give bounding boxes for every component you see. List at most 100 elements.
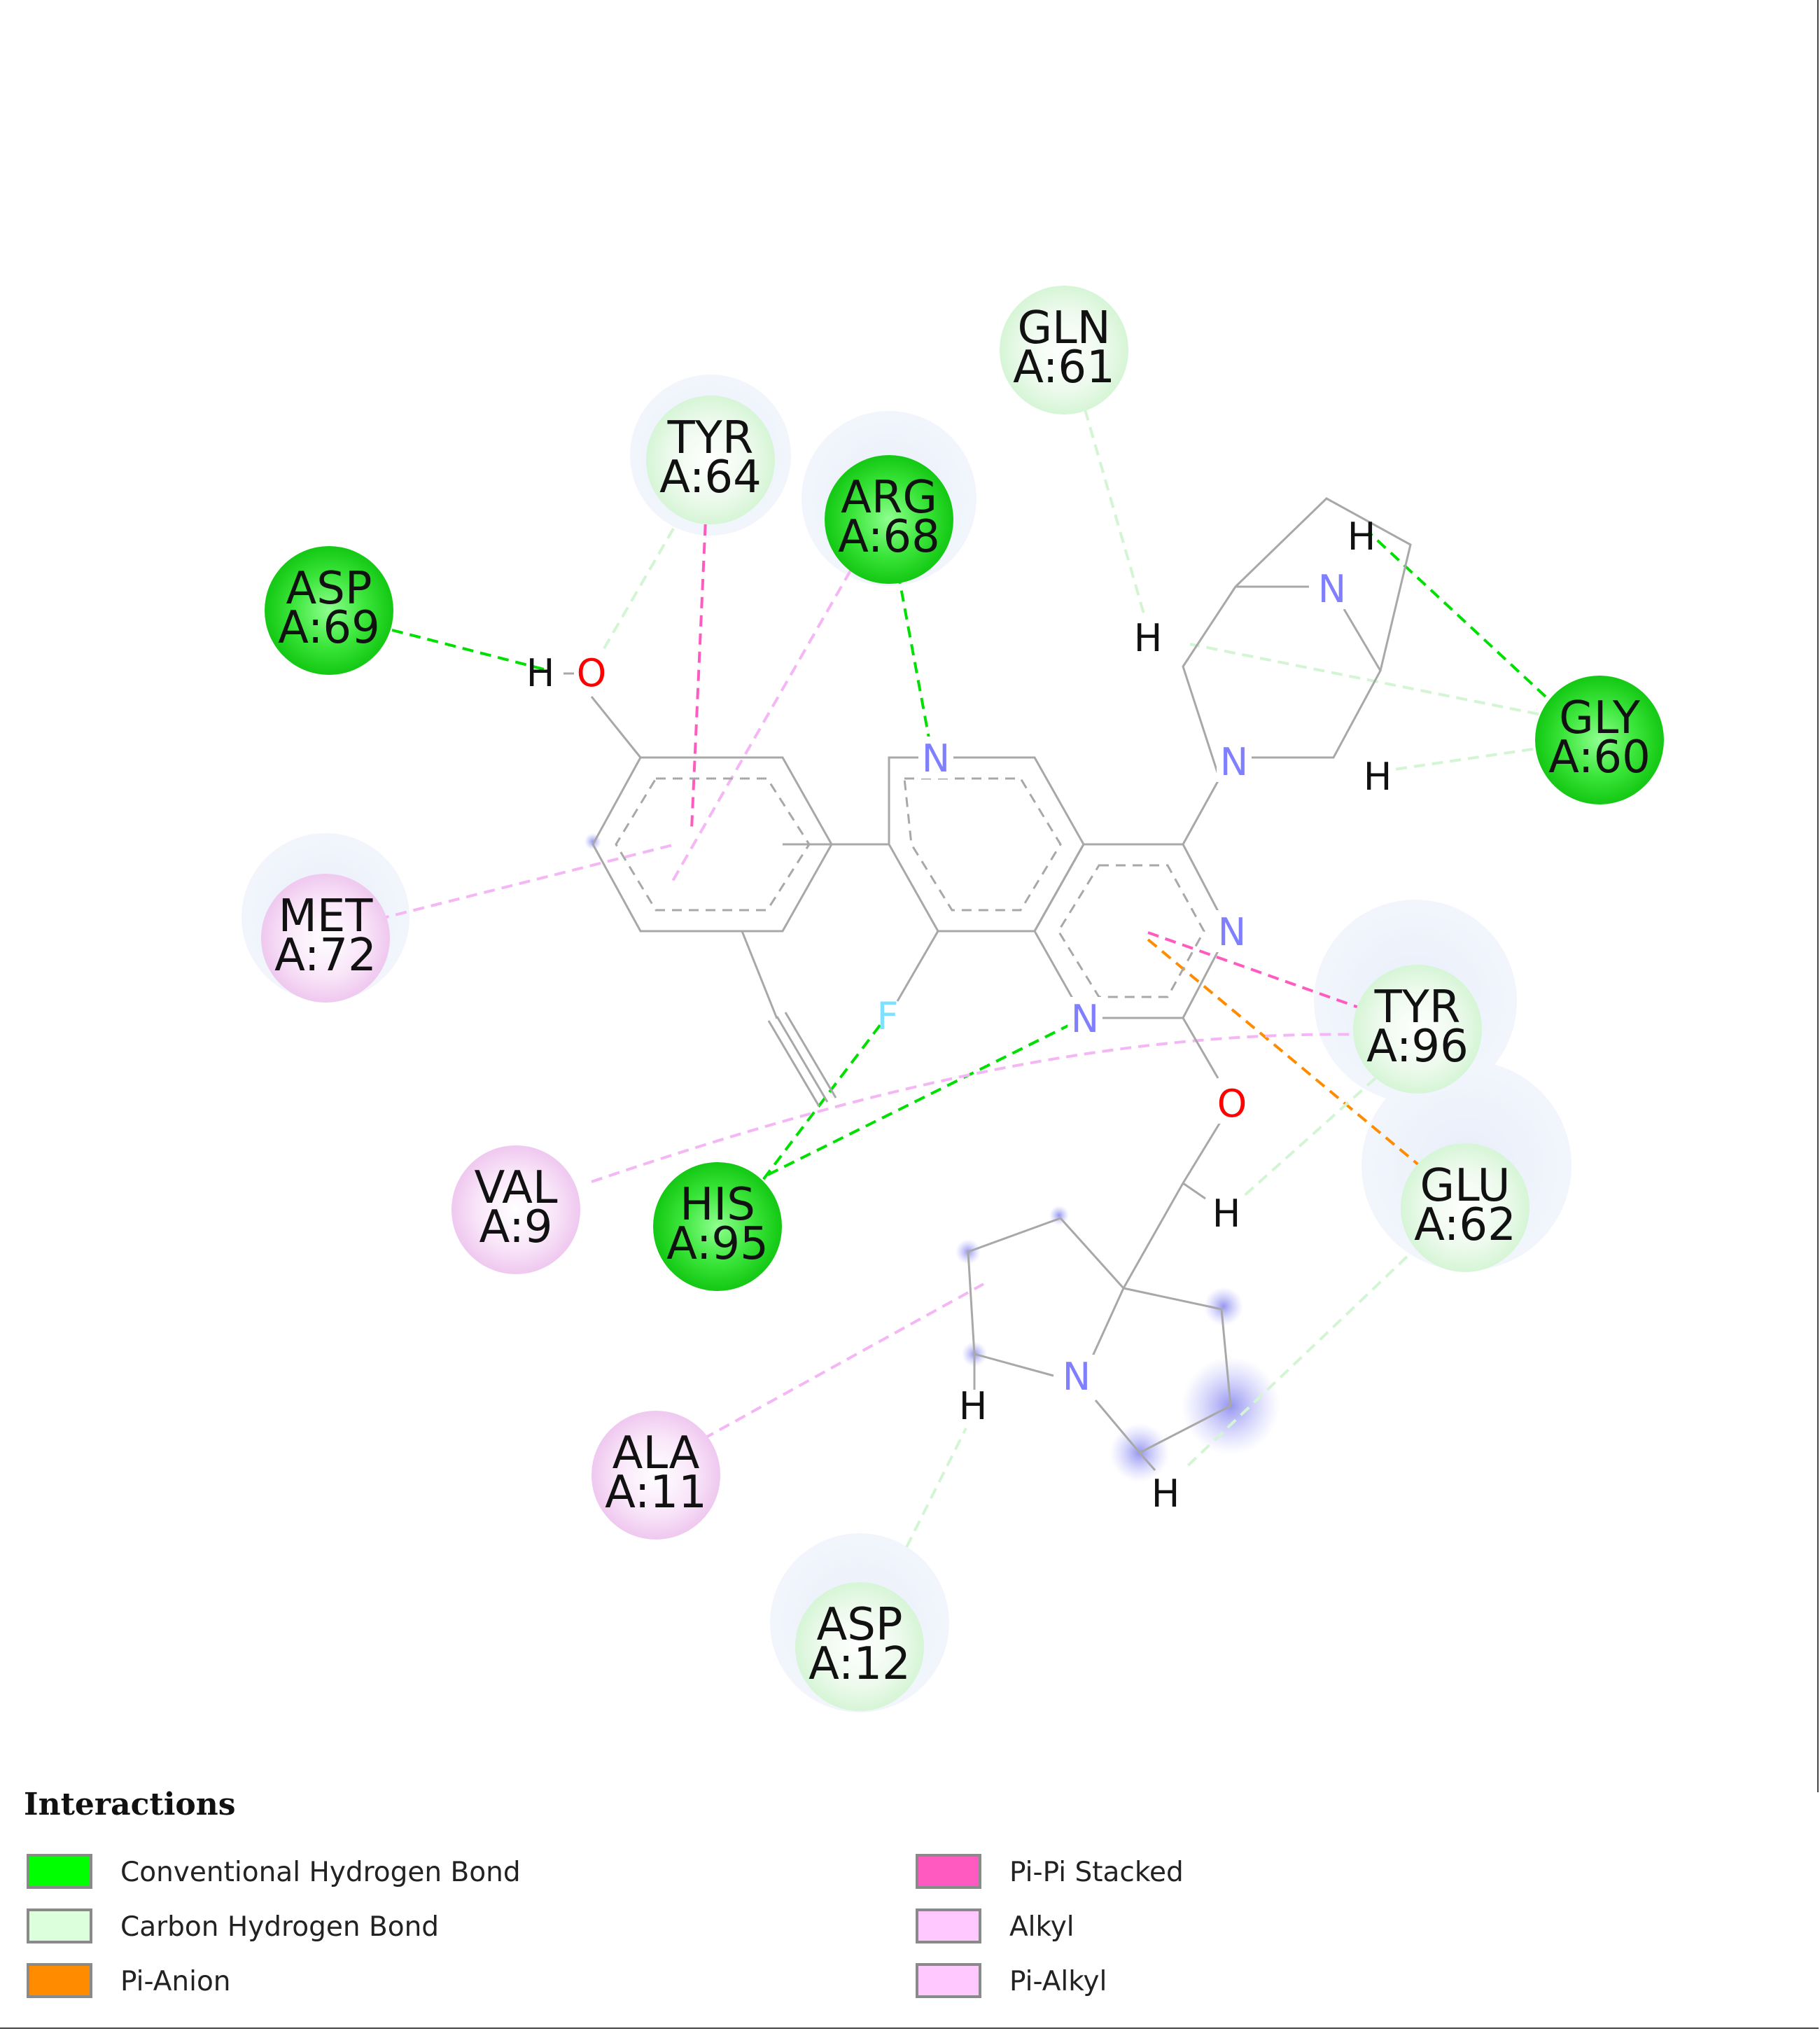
residue-name: ARG xyxy=(841,472,937,524)
atom-h-o1: H xyxy=(526,651,555,695)
atom-n-py: N xyxy=(922,737,950,781)
residue-his95[interactable]: HIS A:95 xyxy=(653,1162,782,1291)
int-tyr64 xyxy=(690,487,708,830)
legend-swatch xyxy=(27,1963,92,1998)
pyrrolizine-a xyxy=(967,1217,1125,1377)
int-tyr64-c xyxy=(597,527,675,659)
residue-number: A:96 xyxy=(1366,1021,1469,1073)
atom-n-pm2: N xyxy=(1071,997,1099,1041)
atom-f: F xyxy=(876,994,898,1038)
atom-n-pyrr: N xyxy=(1063,1355,1091,1399)
atom-h-pyrr2: H xyxy=(1152,1472,1180,1516)
residue-met72[interactable]: MET A:72 xyxy=(261,874,390,1003)
legend: Interactions Conventional Hydrogen Bond … xyxy=(24,1784,1774,2022)
residue-name: VAL xyxy=(474,1162,557,1214)
residues: GLN A:61 TYR A:64 ARG A:68 ASP A:69 GLY … xyxy=(261,286,1664,1711)
residue-number: A:68 xyxy=(838,511,940,563)
atom-h-ch2: H xyxy=(1212,1192,1241,1236)
atom-n-pm1: N xyxy=(1218,910,1246,954)
pyrimidine-inner xyxy=(1057,864,1205,998)
residue-tyr64[interactable]: TYR A:64 xyxy=(646,396,775,524)
residue-name: GLU xyxy=(1420,1160,1511,1212)
residue-name: TYR xyxy=(1374,982,1461,1033)
residue-arg68[interactable]: ARG A:68 xyxy=(825,455,953,584)
atom-labels: O H N F N N N N O N H H H H H H xyxy=(526,515,1392,1516)
residue-disc xyxy=(825,455,953,584)
legend-title: Interactions xyxy=(24,1787,236,1822)
residue-glu62[interactable]: GLU A:62 xyxy=(1401,1143,1530,1272)
legend-label: Conventional Hydrogen Bond xyxy=(120,1857,521,1888)
residue-asp12[interactable]: ASP A:12 xyxy=(795,1582,924,1711)
int-val9 xyxy=(591,1033,1373,1183)
legend-swatch xyxy=(916,1963,981,1998)
pyridine-ring xyxy=(888,756,1085,933)
phenyl-inner xyxy=(615,777,811,912)
residue-gly60[interactable]: GLY A:60 xyxy=(1535,676,1664,804)
residue-number: A:61 xyxy=(1013,342,1115,393)
residue-disc xyxy=(1535,676,1664,804)
residue-number: A:95 xyxy=(666,1218,769,1270)
pyridine-inner xyxy=(903,777,1062,912)
legend-swatch xyxy=(916,1908,981,1943)
phenyl-ring xyxy=(592,756,833,933)
residue-disc xyxy=(261,874,390,1003)
residue-number: A:69 xyxy=(278,602,380,654)
int-gly60-c xyxy=(1389,748,1534,772)
bond-ph-o xyxy=(590,696,642,758)
residue-number: A:62 xyxy=(1414,1199,1516,1251)
residue-name: GLN xyxy=(1017,302,1110,354)
residue-name: TYR xyxy=(667,412,754,464)
interaction-diagram: GLN A:61 TYR A:64 ARG A:68 ASP A:69 GLY … xyxy=(241,286,1664,1712)
residue-disc xyxy=(646,396,775,524)
bond-c-f xyxy=(896,930,939,1002)
residue-number: A:9 xyxy=(479,1201,553,1253)
atom-h-pip: H xyxy=(1134,616,1163,660)
int-gln61 xyxy=(1084,409,1146,617)
residue-name: ASP xyxy=(817,1599,903,1651)
residue-name: HIS xyxy=(680,1179,755,1231)
alkyne-1 xyxy=(767,1020,820,1107)
bond-ph-alk xyxy=(741,930,778,1019)
int-asp69 xyxy=(391,629,550,672)
legend-label: Pi-Anion xyxy=(120,1966,231,1997)
int-gly60-a xyxy=(1367,531,1547,698)
residue-name: ASP xyxy=(286,563,372,615)
atom-h-pyrr1: H xyxy=(959,1384,988,1428)
residue-number: A:72 xyxy=(274,930,377,982)
int-tyr96-c xyxy=(1241,1077,1377,1199)
frame-right-border xyxy=(1817,0,1819,1792)
atom-n-bicyclo: N xyxy=(1220,740,1248,784)
residue-gln61[interactable]: GLN A:61 xyxy=(1000,286,1128,414)
atom-h-bridge: H xyxy=(1348,515,1376,559)
residue-ala11[interactable]: ALA A:11 xyxy=(592,1411,720,1540)
pyrrolizine-b xyxy=(1094,1287,1232,1454)
int-arg68 xyxy=(897,572,932,750)
pyrimidine-ring xyxy=(1033,843,1230,1019)
int-ala11 xyxy=(703,1283,984,1440)
legend-swatch xyxy=(916,1854,981,1889)
residue-disc xyxy=(1000,286,1128,414)
residue-tyr96[interactable]: TYR A:96 xyxy=(1353,965,1482,1094)
bond-c-o2 xyxy=(1182,1017,1219,1079)
int-asp12 xyxy=(905,1428,967,1548)
int-glu62-c xyxy=(1182,1255,1408,1472)
residue-disc xyxy=(1353,965,1482,1094)
residue-number: A:64 xyxy=(659,452,762,503)
frame-bottom-border xyxy=(0,2027,1819,2029)
residue-name: ALA xyxy=(612,1428,700,1479)
int-gly60-b xyxy=(1189,643,1539,716)
residue-number: A:11 xyxy=(605,1467,707,1519)
residue-disc xyxy=(795,1582,924,1711)
legend-swatch xyxy=(27,1854,92,1889)
int-his95-a xyxy=(767,1019,1079,1176)
residue-val9[interactable]: VAL A:9 xyxy=(451,1145,580,1274)
residue-disc xyxy=(451,1145,580,1274)
alkyne-3 xyxy=(784,1012,837,1098)
atom-h-pip2: H xyxy=(1364,755,1392,799)
legend-label: Alkyl xyxy=(1009,1911,1074,1943)
residue-asp69[interactable]: ASP A:69 xyxy=(265,546,393,675)
bond-c-nbic xyxy=(1182,778,1221,845)
residue-number: A:60 xyxy=(1548,732,1651,783)
atom-n-bridge: N xyxy=(1318,567,1346,611)
atom-o2: O xyxy=(1217,1082,1247,1126)
